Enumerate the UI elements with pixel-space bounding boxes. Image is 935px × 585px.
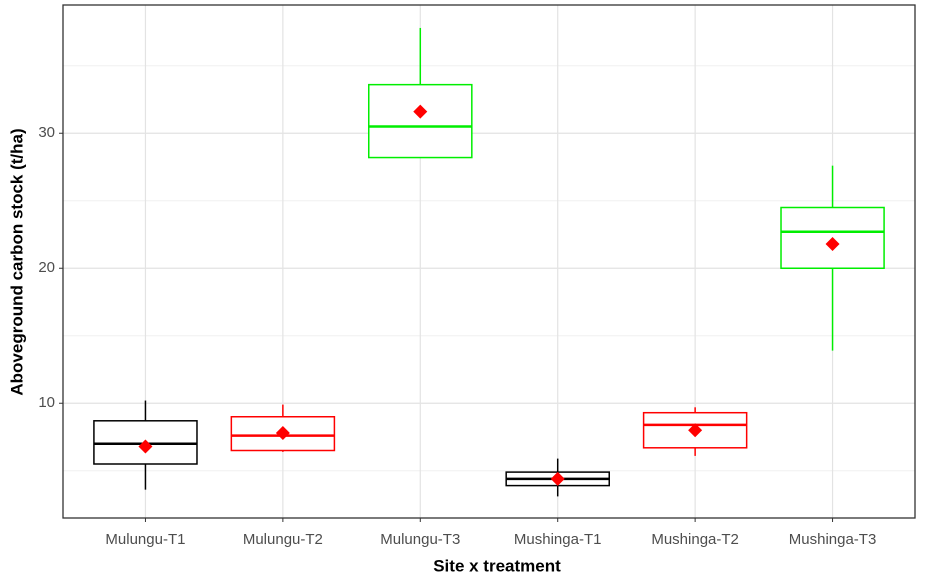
- x-tick-label: Mulungu-T3: [380, 531, 460, 548]
- y-tick-label: 30: [38, 124, 55, 141]
- box: [368, 83, 473, 159]
- panel-border: [62, 4, 916, 519]
- x-axis-title: Site x treatment: [433, 556, 561, 575]
- mean-marker: [138, 439, 153, 454]
- mean-marker: [413, 104, 428, 119]
- x-tick-label: Mulungu-T2: [243, 531, 323, 548]
- mean-marker: [550, 471, 565, 486]
- y-tick-label: 20: [38, 259, 55, 276]
- x-tick-label: Mushinga-T3: [789, 531, 877, 548]
- mean-marker: [688, 423, 703, 438]
- x-tick-label: Mulungu-T1: [105, 531, 185, 548]
- x-tick-label: Mushinga-T1: [514, 531, 602, 548]
- x-tick-label: Mushinga-T2: [651, 531, 739, 548]
- y-axis-title: Aboveground carbon stock (t/ha): [7, 128, 26, 395]
- mean-marker: [275, 425, 290, 440]
- y-tick-label: 10: [38, 394, 55, 411]
- mean-marker: [825, 236, 840, 251]
